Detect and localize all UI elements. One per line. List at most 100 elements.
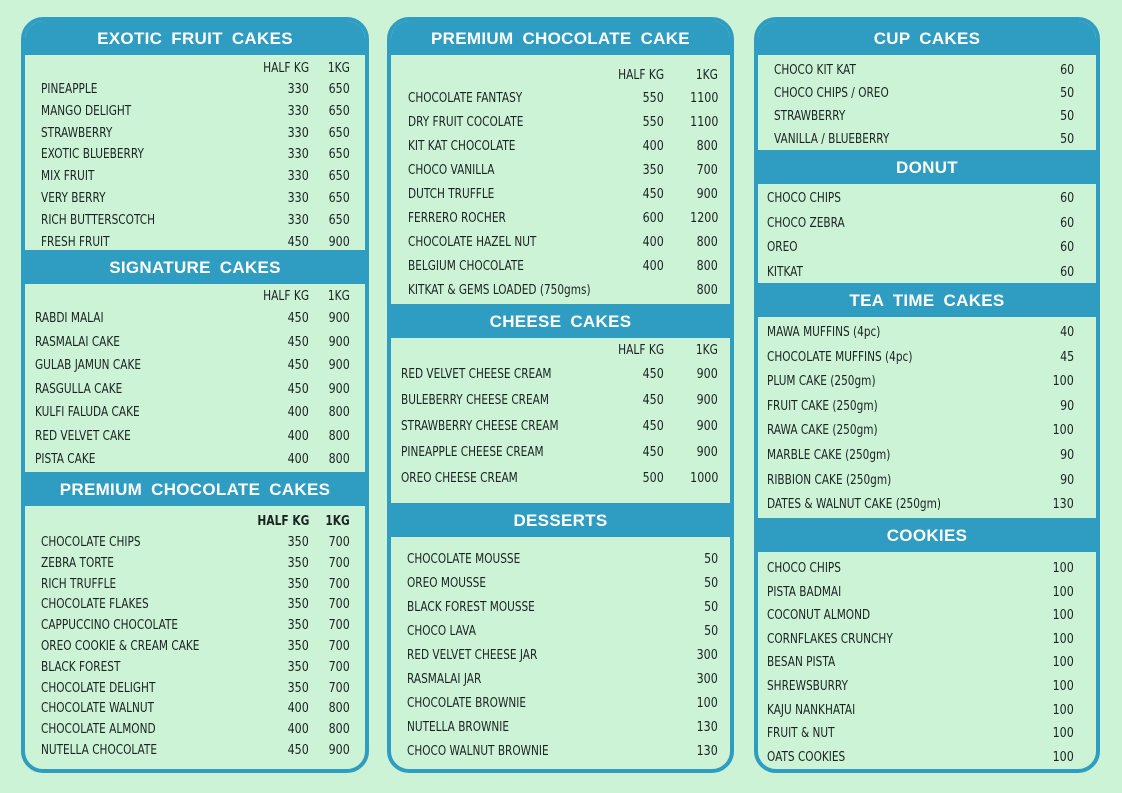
menu-item-row: CHOCO CHIPS / OREO 50 [758,82,1096,105]
item-name: BLACK FOREST [41,658,121,675]
item-name: FRUIT & NUT [767,725,835,742]
item-name: CHOCOLATE FANTASY [408,90,523,106]
section-title: DONUT [758,150,1096,184]
price-half-kg: 450 [287,741,309,758]
item-name: RABDI MALAI [35,310,104,326]
price: 60 [1059,239,1074,255]
item-name: KIT KAT CHOCOLATE [408,138,516,154]
menu-item-row: RASMALAI JAR 300 [391,667,730,691]
item-name: CHOCOLATE WALNUT [41,700,155,717]
menu-item-row: RABDI MALAI 450 900 [25,307,365,331]
menu-item-row: KITKAT & GEMS LOADED (750gms) 800 [391,278,730,302]
price: 100 [1052,677,1074,694]
section-title: SIGNATURE CAKES [25,250,365,284]
menu-item-row: KAJU NANKHATAI 100 [758,699,1096,723]
menu-item-row: RICH BUTTERSCOTCH 330 650 [25,210,365,232]
price-half-kg: 400 [287,721,309,738]
price-one-kg: 1100 [689,90,718,106]
price-one-kg: 650 [328,124,350,141]
menu-item-row: FRUIT CAKE (250gm) 90 [758,394,1096,419]
price: 130 [696,719,718,735]
menu-item-row: RED VELVET CHEESE JAR 300 [391,643,730,667]
price-one-kg: 700 [696,162,718,178]
menu-item-row: CHOCOLATE DELIGHT 350 700 [25,678,365,699]
price: 100 [1052,583,1074,600]
item-name: PISTA BADMAI [767,583,842,600]
section-title: CHEESE CAKES [391,304,730,338]
section-cheese-cakes: CHEESE CAKES HALF KG 1KG RED VELVET CHEESE… [391,304,730,491]
price: 60 [1059,190,1074,206]
menu-item-row: BLACK FOREST 350 700 [25,657,365,678]
item-name: CHOCO CHIPS [767,560,841,576]
price-half-kg: 400 [642,138,664,154]
menu-item-row: PINEAPPLE 330 650 [25,79,365,101]
price-half-kg: 450 [287,233,309,250]
menu-item-row: KITKAT 60 [758,260,1096,285]
item-name: KULFI FALUDA CAKE [35,404,140,420]
price-one-kg: 700 [328,617,350,634]
menu-item-row: GULAB JAMUN CAKE 450 900 [25,354,365,378]
price: 100 [1052,373,1074,390]
menu-item-row: OREO CHEESE CREAM 500 1000 [391,465,730,491]
price: 50 [1059,108,1074,124]
menu-item-row: EXOTIC BLUEBERRY 330 650 [25,144,365,166]
price-half-kg: 450 [287,357,309,373]
item-name: FRUIT CAKE (250gm) [767,397,878,414]
menu-item-row: MANGO DELIGHT 330 650 [25,101,365,123]
price: 130 [696,743,718,759]
price-half-kg: 450 [642,444,664,460]
menu-item-row: CHOCOLATE FLAKES 350 700 [25,594,365,615]
item-name: MARBLE CAKE (250gm) [767,446,891,463]
price: 100 [1052,607,1074,624]
price-one-kg: 800 [328,721,350,738]
item-name: RASMALAI CAKE [35,333,120,350]
item-name: NUTELLA CHOCOLATE [41,741,157,758]
price: 100 [1052,725,1074,742]
price: 50 [703,623,718,639]
price-half-kg: 600 [642,210,664,226]
section-title: COOKIES [758,518,1096,552]
menu-item-row: CHOCO WALNUT BROWNIE 130 [391,739,730,763]
price: 100 [696,695,718,711]
menu-column-3: CUP CAKES CHOCO KIT KAT 60 CHOCO CHIPS / O… [754,17,1100,773]
item-name: DATES & WALNUT CAKE (250gm) [767,496,941,513]
item-name: ZEBRA TORTE [41,554,114,571]
menu-item-row: STRAWBERRY 330 650 [25,123,365,145]
item-name: RICH BUTTERSCOTCH [41,211,156,228]
price-one-kg: 900 [328,741,350,758]
menu-item-row: STRAWBERRY CHEESE CREAM 450 900 [391,413,730,439]
price-half-kg: 350 [642,162,664,178]
price: 50 [703,575,718,591]
menu-item-row: CHOCOLATE MOUSSE 50 [391,547,730,571]
menu-item-row: CHOCO KIT KAT 60 [758,59,1096,82]
price-half-kg: 400 [287,700,309,717]
menu-item-row: DATES & WALNUT CAKE (250gm) 130 [758,492,1096,517]
menu-item-row: STRAWBERRY 50 [758,105,1096,128]
price-one-kg: 800 [328,427,350,444]
price: 60 [1059,263,1074,280]
item-name: VANILLA / BLUEBERRY [774,131,890,147]
price-one-kg: 700 [328,575,350,592]
menu-column-1: EXOTIC FRUIT CAKES HALF KG 1KG PINEAPPLE 33… [21,17,369,773]
price-one-kg: 650 [328,189,350,206]
item-name: CHOCO LAVA [407,623,476,639]
item-name: MAWA MUFFINS (4pc) [767,324,881,340]
menu-item-row: DRY FRUIT COCOLATE 550 1100 [391,110,730,134]
section-donut: DONUT CHOCO CHIPS 60 CHOCO ZEBRA 60 OREO 60 KI… [758,150,1096,284]
price: 90 [1059,471,1074,488]
item-name: CHOCO CHIPS [767,190,841,206]
menu-item-row: RAWA CAKE (250gm) 100 [758,418,1096,443]
item-name: CAPPUCCINO CHOCOLATE [41,617,179,634]
item-name: DRY FRUIT COCOLATE [408,114,524,130]
price-half-kg: 400 [287,451,309,467]
menu-item-row: VERY BERRY 330 650 [25,188,365,210]
price-half-kg: 330 [287,146,309,163]
price-one-kg: 650 [328,102,350,119]
price-one-kg: 1200 [689,210,718,226]
column-headers: HALF KG 1KG [25,287,365,307]
menu-item-row: FERRERO ROCHER 600 1200 [391,206,730,230]
price: 100 [1052,630,1074,647]
item-name: CHOCO WALNUT BROWNIE [407,743,549,759]
menu-item-row: CHOCO LAVA 50 [391,619,730,643]
price-one-kg: 700 [328,658,350,675]
